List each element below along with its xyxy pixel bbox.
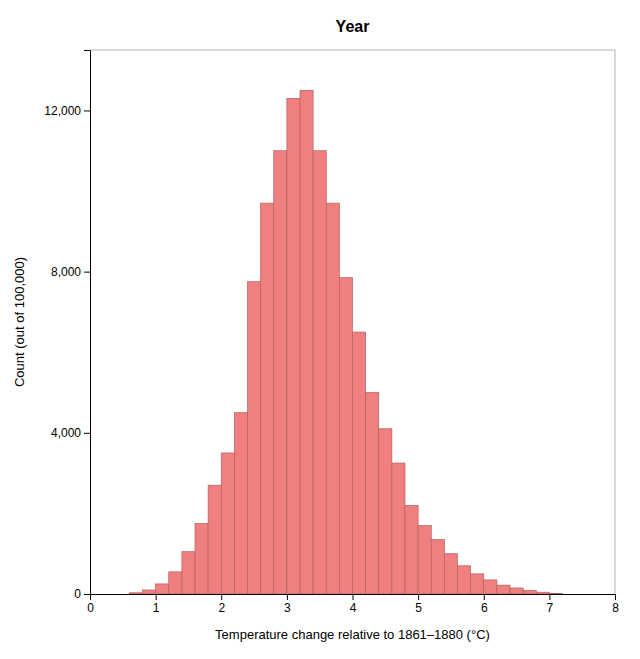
- tick: 8: [612, 594, 619, 615]
- tick-label: 3: [284, 601, 291, 615]
- bar: [497, 585, 510, 594]
- bar: [339, 278, 352, 594]
- bar: [549, 593, 562, 594]
- bar: [169, 572, 182, 594]
- tick-label: 2: [218, 601, 225, 615]
- bar: [195, 523, 208, 594]
- bar: [458, 566, 471, 594]
- y-axis-title: Count (out of 100,000): [12, 257, 27, 387]
- bar: [379, 429, 392, 594]
- bar: [261, 203, 274, 594]
- tick-label: 0: [74, 587, 81, 601]
- tick: 7: [547, 594, 554, 615]
- bar: [221, 453, 234, 594]
- bar: [234, 413, 247, 594]
- y-axis: 0 4,000 8,000 12,000: [44, 51, 90, 602]
- bar: [182, 552, 195, 594]
- bar: [405, 505, 418, 594]
- chart: 0 1 2 3 4 5 6 7 8 0 4,000 8,000 12,000 Year Temperatur…: [0, 0, 640, 659]
- tick: 3: [284, 594, 291, 615]
- tick-label: 12,000: [44, 104, 81, 118]
- tick-mark: [549, 594, 550, 600]
- bar: [366, 393, 379, 594]
- tick-mark: [84, 110, 90, 111]
- tick-label: 7: [547, 601, 554, 615]
- tick: 8,000: [51, 265, 90, 279]
- tick-mark: [84, 433, 90, 434]
- tick-label: 1: [153, 601, 160, 615]
- axis-line: [91, 595, 616, 601]
- tick-mark: [287, 594, 288, 600]
- tick-mark: [353, 594, 354, 600]
- tick-label: 0: [87, 601, 94, 615]
- tick-label: 4,000: [51, 426, 81, 440]
- tick-mark: [418, 594, 419, 600]
- tick: 0: [74, 587, 90, 601]
- bar: [523, 590, 536, 594]
- tick-mark: [84, 594, 90, 595]
- bar: [300, 90, 313, 594]
- tick-label: 5: [415, 601, 422, 615]
- bar: [313, 151, 326, 594]
- bar: [536, 592, 549, 594]
- plot-area: 0 1 2 3 4 5 6 7 8 0 4,000 8,000 12,000: [44, 50, 619, 615]
- tick: 4: [350, 594, 357, 615]
- tick-mark: [156, 594, 157, 600]
- tick-mark: [84, 272, 90, 273]
- tick: 6: [481, 594, 488, 615]
- bar: [274, 151, 287, 594]
- axis-line: [84, 51, 91, 595]
- bar: [392, 463, 405, 594]
- bar: [143, 590, 156, 594]
- tick-label: 6: [481, 601, 488, 615]
- x-axis: 0 1 2 3 4 5 6 7 8: [87, 594, 619, 615]
- bar: [248, 282, 261, 594]
- bars: [129, 90, 562, 594]
- tick: 5: [415, 594, 422, 615]
- bar: [156, 584, 169, 594]
- bar: [471, 574, 484, 594]
- bar: [431, 540, 444, 594]
- frame: [90, 50, 615, 51]
- x-axis-title: Temperature change relative to 1861–1880…: [215, 627, 490, 642]
- tick: 0: [87, 594, 94, 615]
- tick: 4,000: [51, 426, 90, 440]
- bar: [287, 98, 300, 594]
- tick: 12,000: [44, 104, 90, 118]
- bar: [444, 554, 457, 594]
- tick: 2: [218, 594, 225, 615]
- tick-label: 4: [350, 601, 357, 615]
- bar: [208, 485, 221, 594]
- tick: 1: [153, 594, 160, 615]
- tick-mark: [484, 594, 485, 600]
- bar: [326, 203, 339, 594]
- title: Year: [336, 18, 370, 35]
- tick-label: 8,000: [51, 265, 81, 279]
- bar: [129, 593, 142, 594]
- tick-mark: [221, 594, 222, 600]
- tick-mark: [615, 594, 616, 600]
- tick-label: 8: [612, 601, 619, 615]
- bar: [510, 588, 523, 594]
- bar: [418, 525, 431, 594]
- bar: [484, 580, 497, 594]
- frame: [615, 50, 616, 594]
- bar: [353, 332, 366, 594]
